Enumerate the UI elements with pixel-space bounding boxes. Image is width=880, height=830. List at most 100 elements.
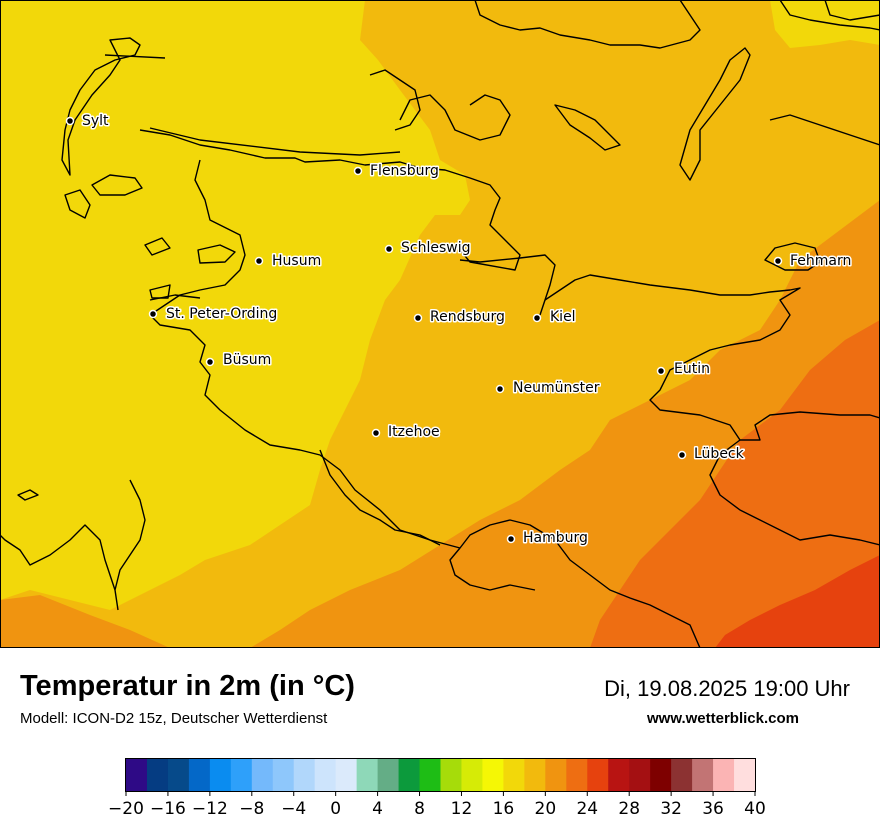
city-label-fehmarn: Fehmarn (790, 253, 851, 269)
coastline-baltic (544, 274, 880, 441)
city-marker: Rendsburg (413, 308, 506, 327)
legend-swatch (440, 759, 462, 791)
city-label-neumuenster: Neumünster (513, 380, 600, 396)
city-marker: Eutin (656, 360, 711, 379)
legend-swatch (146, 759, 169, 791)
legend-swatch (377, 759, 400, 791)
temp-zone-16-18-north (770, 0, 880, 48)
footer: Temperatur in 2m (in °C) Modell: ICON-D2… (0, 648, 880, 830)
coastline-layer (0, 0, 880, 648)
legend-tick-label: 8 (414, 799, 425, 819)
legend-tick-label: 28 (618, 799, 640, 819)
legend-tick-label: 16 (493, 799, 515, 819)
coastline-eider (149, 294, 201, 301)
legend-tick-label: −16 (150, 799, 186, 819)
legend-swatch (272, 759, 295, 791)
coastline-amrum (64, 189, 91, 219)
city-marker: Flensburg (353, 162, 440, 181)
legend-ticks: −20 −16 −12 −8 −4 0 4 8 12 16 20 24 28 32 36 40 (108, 791, 766, 819)
legend-swatches (126, 759, 756, 791)
website-link[interactable]: www.wetterblick.com (647, 710, 799, 727)
legend-swatch (335, 759, 358, 791)
legend-swatch (126, 759, 148, 791)
coastline-flensburg-fjord (369, 69, 511, 141)
border-hamburg (449, 519, 701, 648)
legend-swatch (314, 759, 337, 791)
coastline-neuwerk (17, 489, 39, 501)
temperature-map: Sylt Flensburg Schleswig Husum Fehmarn S… (0, 0, 880, 648)
coastline-hallig-2 (197, 244, 236, 264)
legend-tick-label: 0 (330, 799, 341, 819)
model-subtitle: Modell: ICON-D2 15z, Deutscher Wetterdie… (20, 710, 328, 727)
legend-tick-label: −12 (192, 799, 228, 819)
map-panel: Sylt Flensburg Schleswig Husum Fehmarn S… (0, 0, 880, 648)
legend-tick-label: 4 (372, 799, 383, 819)
legend-swatch (524, 759, 546, 791)
legend-tick-label: −20 (108, 799, 144, 819)
coastline-sylt (61, 37, 141, 176)
legend-tick-label: −4 (281, 799, 306, 819)
coastline-west (139, 129, 521, 549)
legend-swatch (671, 759, 693, 791)
legend-swatch (545, 759, 567, 791)
city-label-st-peter-ording: St. Peter-Ording (166, 306, 277, 322)
coastline-als (474, 0, 701, 49)
forecast-datetime: Di, 19.08.2025 19:00 Uhr (604, 676, 850, 701)
color-legend: −20 −16 −12 −8 −4 0 4 8 12 16 20 24 28 32 36 40 (108, 758, 766, 819)
legend-swatch (167, 759, 190, 791)
city-marker: Hamburg (506, 529, 589, 548)
legend-tick-label: 36 (702, 799, 724, 819)
city-marker: St. Peter-Ording (148, 305, 279, 324)
legend-tick-label: 20 (535, 799, 557, 819)
legend-swatch (482, 759, 504, 791)
city-label-buesum: Büsum (223, 352, 271, 368)
legend-swatch (734, 759, 756, 791)
city-marker: Fehmarn (773, 252, 853, 271)
legend-swatch (629, 759, 651, 791)
legend-swatch (230, 759, 253, 791)
city-label-flensburg: Flensburg (370, 163, 439, 179)
legend-swatch (398, 759, 421, 791)
city-marker: Kiel (532, 308, 577, 327)
city-label-sylt: Sylt (82, 113, 109, 129)
chart-title: Temperatur in 2m (in °C) (20, 670, 355, 702)
legend-swatch (503, 759, 525, 791)
coastline-ne-islands (779, 0, 880, 31)
coastline-fehmarn (764, 242, 821, 271)
city-label-hamburg: Hamburg (523, 530, 588, 546)
city-marker: Sylt (65, 112, 111, 131)
city-layer: Sylt Flensburg Schleswig Husum Fehmarn S… (65, 112, 853, 548)
city-label-schleswig: Schleswig (401, 240, 470, 256)
city-label-itzehoe: Itzehoe (388, 424, 440, 440)
border-inland-east (709, 439, 880, 546)
legend-swatch (566, 759, 588, 791)
legend-swatch (251, 759, 274, 791)
legend-swatch (650, 759, 672, 791)
legend-swatch (713, 759, 735, 791)
temp-zone-22-24 (590, 320, 880, 648)
city-label-luebeck: Lübeck (694, 446, 745, 462)
legend-swatch (188, 759, 211, 791)
legend-swatch (587, 759, 609, 791)
legend-swatch (608, 759, 630, 791)
legend-swatch (419, 759, 441, 791)
coastline-schlei (459, 254, 556, 316)
legend-tick-label: −8 (239, 799, 264, 819)
temp-zone-24-26 (715, 555, 880, 648)
coastline-langeland (679, 47, 751, 181)
legend-swatch (293, 759, 316, 791)
city-marker: Schleswig (384, 239, 472, 258)
legend-swatch (209, 759, 232, 791)
city-label-rendsburg: Rendsburg (430, 309, 505, 325)
border-denmark (104, 54, 401, 156)
city-marker: Itzehoe (371, 423, 441, 442)
legend-swatch (461, 759, 483, 791)
coastline-foehr (91, 174, 143, 196)
city-marker: Neumünster (495, 379, 601, 398)
city-marker: Büsum (205, 351, 273, 370)
legend-swatch (692, 759, 714, 791)
city-marker: Lübeck (677, 445, 746, 464)
legend-frame (125, 758, 756, 792)
legend-tick-label: 40 (744, 799, 766, 819)
coastline-elbe (0, 449, 441, 611)
